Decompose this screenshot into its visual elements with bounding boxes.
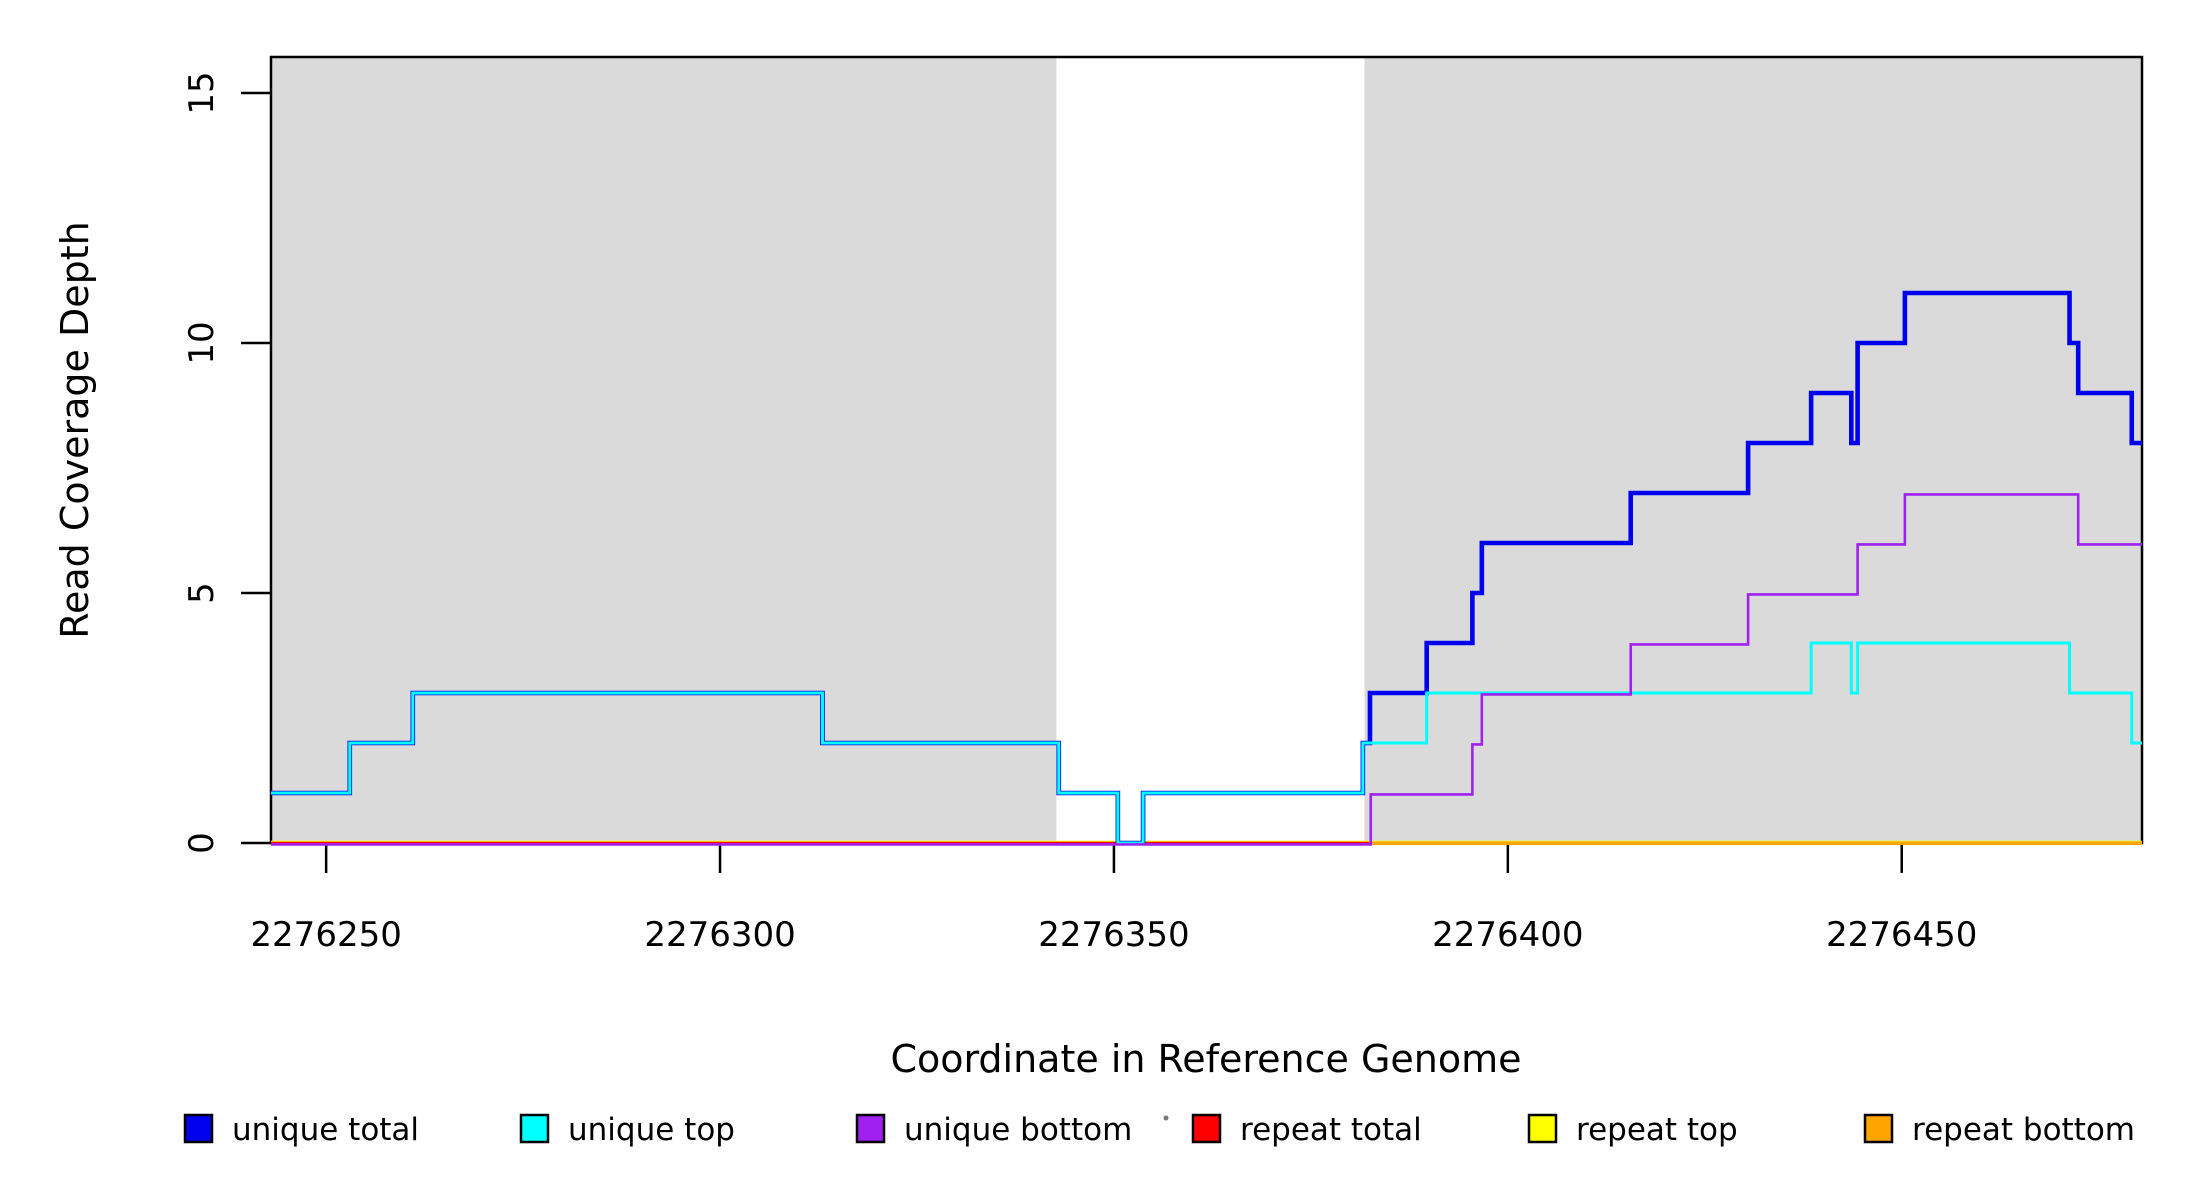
x-tick-label: 2276250 [250, 915, 401, 955]
series-unique-bottom [271, 493, 2142, 846]
y-axis-title: Read Coverage Depth [53, 221, 97, 638]
legend-swatch-repeat-total [1191, 1113, 1222, 1144]
legend-swatch-repeat-bottom [1863, 1113, 1894, 1144]
legend-label-repeat-top: repeat top [1576, 1112, 1738, 1148]
series-unique-top [271, 641, 2142, 845]
legend-label-repeat-total: repeat total [1240, 1112, 1422, 1148]
legend-label-repeat-bottom: repeat bottom [1912, 1112, 2135, 1148]
left-gray-region [271, 57, 1057, 843]
right-gray-region [1364, 57, 2142, 843]
y-tick-label: 15 [182, 71, 222, 114]
x-tick-label: 2276400 [1432, 915, 1583, 955]
y-tick-label: 5 [182, 582, 222, 604]
stray-dot [1163, 1115, 1169, 1121]
y-tick-label: 10 [182, 321, 222, 364]
legend-swatch-unique-bottom [855, 1113, 886, 1144]
legend-swatch-unique-top [519, 1113, 550, 1144]
x-tick-label: 2276450 [1826, 915, 1977, 955]
y-tick-label: 0 [182, 832, 222, 854]
x-axis-title: Coordinate in Reference Genome [890, 1037, 1521, 1081]
legend-swatch-repeat-top [1527, 1113, 1558, 1144]
legend-swatch-unique-total [183, 1113, 214, 1144]
legend-label-unique-total: unique total [232, 1112, 419, 1148]
legend-label-unique-bottom: unique bottom [904, 1112, 1132, 1148]
x-tick-label: 2276350 [1038, 915, 1189, 955]
legend-label-unique-top: unique top [568, 1112, 735, 1148]
x-tick-label: 2276300 [644, 915, 795, 955]
